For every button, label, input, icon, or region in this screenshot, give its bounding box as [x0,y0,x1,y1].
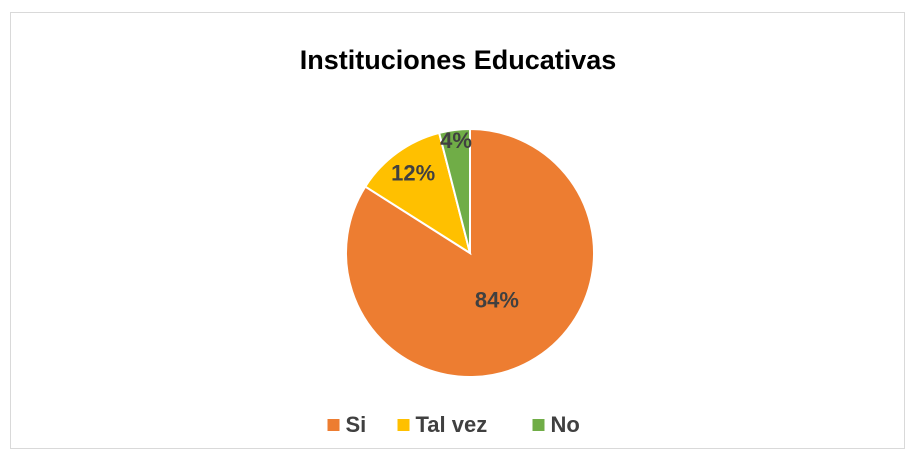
data-label: 4% [440,128,472,153]
legend-swatch [327,419,340,431]
pie-slice [437,127,471,254]
chart-title: Instituciones Educativas [300,45,617,75]
legend-swatch [532,419,545,431]
data-label: 84% [475,288,519,313]
pie-slice [363,131,472,256]
legend-label: No [551,412,580,437]
legend-label: Si [346,412,367,437]
data-label: 12% [391,161,435,186]
legend-label: Tal vez [416,412,488,437]
legend-swatch [397,419,410,431]
